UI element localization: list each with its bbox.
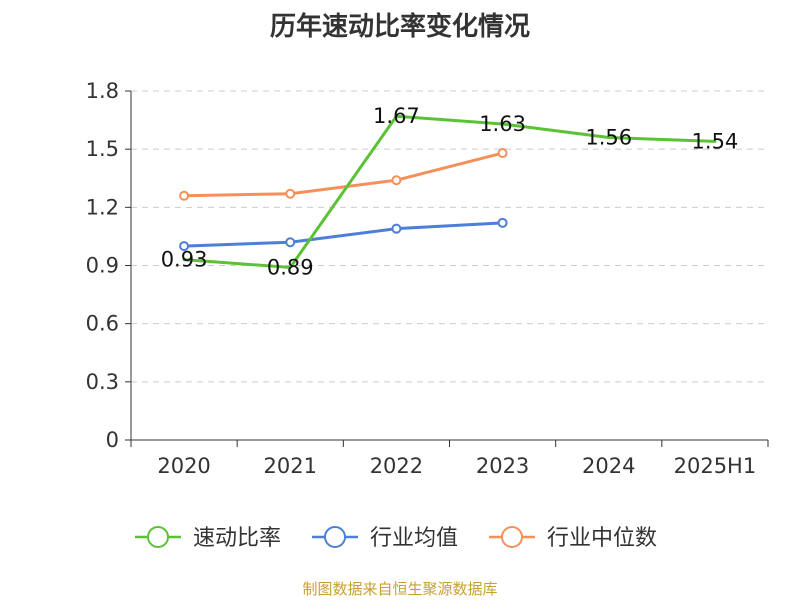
data-label: 1.54 [692,129,739,153]
data-point [391,223,402,234]
legend-item: 速动比率 [135,526,281,551]
data-label: 1.63 [479,112,526,136]
y-tick-label: 1.8 [86,79,119,103]
y-tick-label: 0.9 [86,254,119,278]
data-point [497,217,508,228]
data-point [285,237,296,248]
data-point [497,148,508,159]
x-tick-label: 2025H1 [674,454,757,478]
legend-label: 行业中位数 [547,526,657,551]
data-label: 1.67 [373,104,420,128]
x-tick-label: 2021 [264,454,317,478]
y-tick-label: 1.5 [86,137,119,161]
series-line [182,114,717,269]
data-label: 0.93 [161,248,208,272]
legend-item: 行业中位数 [489,526,657,551]
legend-label: 行业均值 [370,526,458,551]
y-tick-label: 1.2 [86,195,119,219]
data-point [179,190,190,201]
x-tick-label: 2022 [370,454,423,478]
legend-swatch-marker [147,526,169,548]
legend-swatch-marker [324,526,346,548]
legend-swatch-marker [501,526,523,548]
source-note: 制图数据来自恒生聚源数据库 [302,580,498,598]
chart-title: 历年速动比率变化情况 [269,12,530,42]
y-tick-label: 0 [106,428,119,452]
data-point [285,188,296,199]
legend-label: 速动比率 [193,526,281,551]
data-label: 0.89 [267,255,314,279]
series-line [182,151,505,198]
y-tick-label: 0.6 [86,312,119,336]
x-tick-label: 2020 [157,454,210,478]
x-tick-label: 2023 [476,454,529,478]
data-label: 1.56 [585,126,632,150]
data-point [391,175,402,186]
data-point [179,241,190,252]
x-tick-label: 2024 [582,454,635,478]
legend-item: 行业均值 [312,526,458,551]
series-line [182,221,505,248]
y-tick-label: 0.3 [86,370,119,394]
